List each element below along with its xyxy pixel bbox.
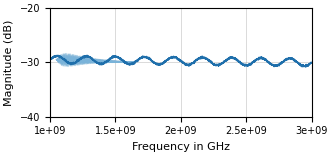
- X-axis label: Frequency in GHz: Frequency in GHz: [132, 142, 230, 152]
- Y-axis label: Magnitude (dB): Magnitude (dB): [4, 19, 14, 106]
